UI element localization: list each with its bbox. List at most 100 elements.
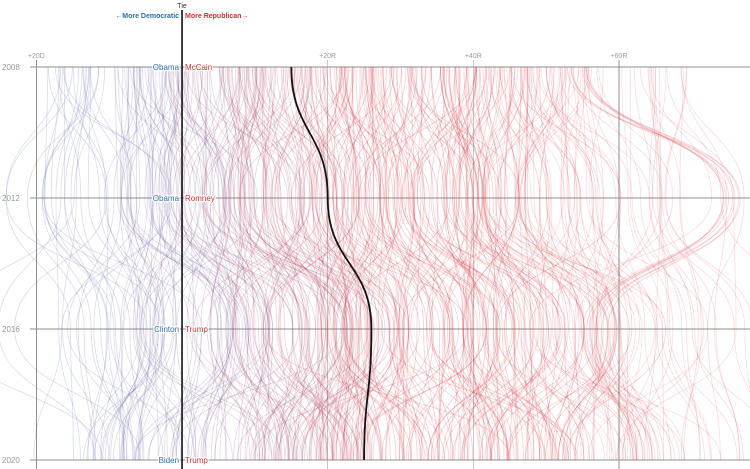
series-line — [157, 66, 328, 461]
series-line — [339, 66, 428, 461]
series-line — [497, 66, 656, 461]
series-line — [403, 66, 415, 461]
series-line — [64, 66, 109, 461]
series-line — [583, 66, 653, 461]
series-line — [530, 66, 646, 461]
series-line — [209, 66, 244, 461]
series-line — [515, 66, 643, 461]
series-line — [420, 66, 550, 461]
series-line — [651, 66, 750, 409]
series-line — [277, 66, 349, 461]
series-line — [363, 66, 451, 461]
year-label: 2020 — [2, 456, 20, 465]
series-line — [341, 66, 508, 461]
series-line — [136, 66, 259, 461]
series-line — [113, 66, 175, 461]
series-line — [347, 66, 402, 461]
series-line — [648, 66, 705, 461]
series-line — [455, 66, 552, 461]
series-line — [186, 66, 273, 461]
series-line — [114, 66, 163, 461]
series-line — [629, 66, 674, 461]
series-line — [251, 66, 326, 461]
series-line — [341, 66, 399, 461]
series-line — [93, 66, 150, 461]
series-line — [231, 66, 346, 461]
series-line — [315, 66, 371, 461]
series-line — [392, 66, 499, 461]
series-line — [396, 66, 472, 461]
series-line — [566, 66, 674, 461]
series-line — [144, 66, 249, 461]
series-line — [175, 66, 250, 461]
series-line — [159, 66, 294, 461]
series-line — [333, 66, 430, 461]
series-line — [411, 66, 492, 461]
series-line — [595, 66, 667, 461]
series-line — [442, 66, 565, 461]
series-line — [382, 66, 422, 461]
series-line — [428, 66, 558, 461]
series-line — [508, 66, 633, 461]
series-line — [158, 66, 232, 461]
series-line — [367, 66, 501, 461]
series-line — [139, 66, 154, 461]
series-line — [352, 66, 384, 461]
series-line — [320, 66, 366, 461]
series-line — [27, 66, 100, 461]
series-line — [244, 66, 344, 461]
series-line — [528, 66, 722, 461]
series-line — [465, 66, 540, 461]
series-line — [388, 66, 439, 461]
series-line — [315, 66, 391, 461]
series-line — [144, 66, 212, 461]
series-line — [586, 66, 620, 461]
series-line — [525, 66, 628, 461]
series-line — [240, 66, 303, 461]
series-line — [446, 66, 491, 461]
series-line — [391, 66, 454, 461]
series-line — [64, 66, 125, 461]
series-line — [104, 66, 258, 461]
series-line — [486, 66, 516, 461]
series-line — [308, 66, 358, 461]
series-line — [484, 66, 569, 461]
series-line — [254, 66, 426, 461]
series-line — [454, 66, 572, 461]
series-line — [231, 66, 261, 461]
series-line — [572, 66, 631, 461]
series-line — [482, 66, 541, 461]
series-line — [58, 66, 145, 461]
series-line — [316, 66, 354, 461]
series-line — [262, 66, 511, 461]
series-line — [248, 66, 311, 461]
series-line — [82, 66, 141, 461]
series-line — [510, 66, 580, 461]
series-line — [219, 66, 303, 461]
series-line — [420, 66, 634, 461]
series-line — [241, 66, 352, 461]
series-line — [462, 66, 570, 461]
series-line — [438, 66, 483, 461]
series-line — [117, 66, 200, 461]
series-line — [70, 66, 144, 461]
series-line — [384, 66, 501, 461]
series-line — [243, 66, 349, 461]
series-line — [103, 66, 167, 461]
series-line — [486, 66, 618, 461]
series-line — [120, 66, 184, 461]
series-line — [378, 66, 474, 461]
series-line — [573, 66, 740, 461]
series-line — [381, 66, 579, 461]
series-line — [593, 66, 662, 461]
series-line — [401, 66, 513, 461]
series-line — [560, 66, 616, 461]
series-line — [236, 66, 369, 461]
series-line — [5, 66, 74, 461]
series-line — [261, 66, 348, 461]
series-line — [521, 66, 611, 461]
series-line — [239, 66, 374, 461]
series-line — [499, 66, 664, 461]
series-line — [477, 66, 585, 461]
series-line — [458, 66, 561, 461]
